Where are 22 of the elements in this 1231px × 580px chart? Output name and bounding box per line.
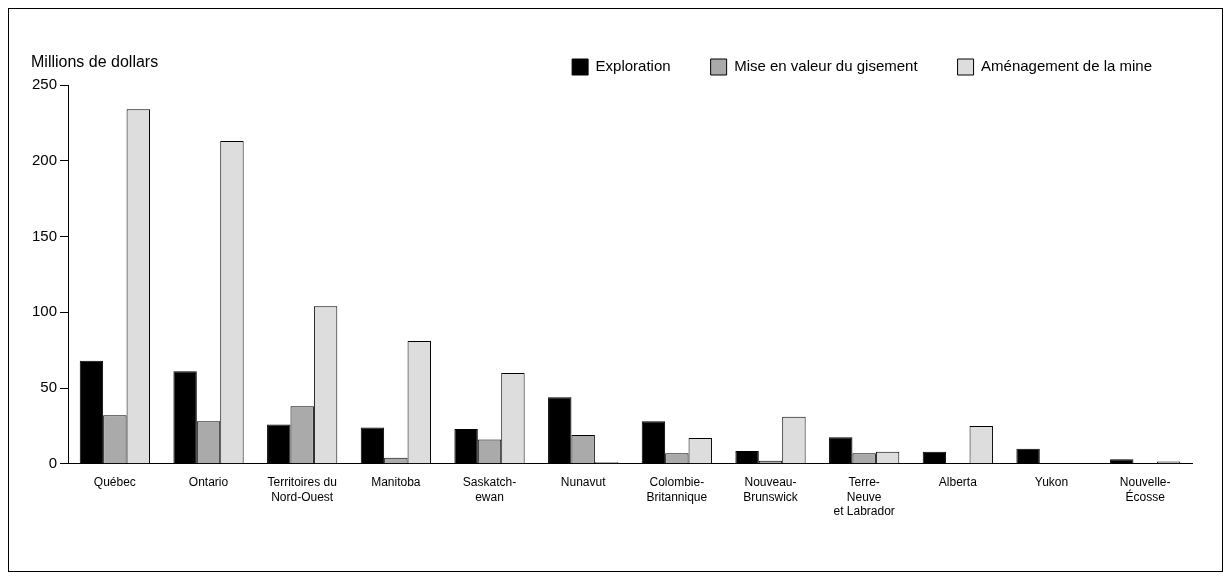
y-tick-label: 50 xyxy=(40,378,58,396)
y-tick-label: 100 xyxy=(32,302,58,320)
y-tick-label: 150 xyxy=(32,226,58,244)
legend-label: Exploration xyxy=(595,57,671,75)
y-tick-label: 0 xyxy=(48,453,58,471)
x-tick-label: Colombie- Britannique xyxy=(646,475,708,504)
legend-label: Mise en valeur du gisement xyxy=(734,57,919,75)
x-tick-label: Alberta xyxy=(938,475,978,490)
x-tick-label: Nouvelle- Écosse xyxy=(1119,475,1171,504)
x-tick-label: Nunavut xyxy=(560,475,607,490)
x-tick-label: Territoires du Nord-Ouest xyxy=(267,475,337,504)
y-tick-label: 250 xyxy=(32,75,58,93)
x-tick-label: Manitoba xyxy=(371,475,421,490)
x-tick-label: Yukon xyxy=(1034,475,1069,490)
legend-label: Aménagement de la mine xyxy=(981,57,1152,75)
y-axis-title: Millions de dollars xyxy=(31,53,159,71)
x-tick-label: Nouveau- Brunswick xyxy=(743,475,799,504)
x-tick-label: Ontario xyxy=(188,475,229,490)
x-tick-label: Saskatch- ewan xyxy=(462,475,517,504)
x-tick-label: Québec xyxy=(93,475,136,490)
x-tick-label: Terre- Neuve et Labrador xyxy=(833,475,895,519)
y-tick-label: 200 xyxy=(32,150,58,168)
